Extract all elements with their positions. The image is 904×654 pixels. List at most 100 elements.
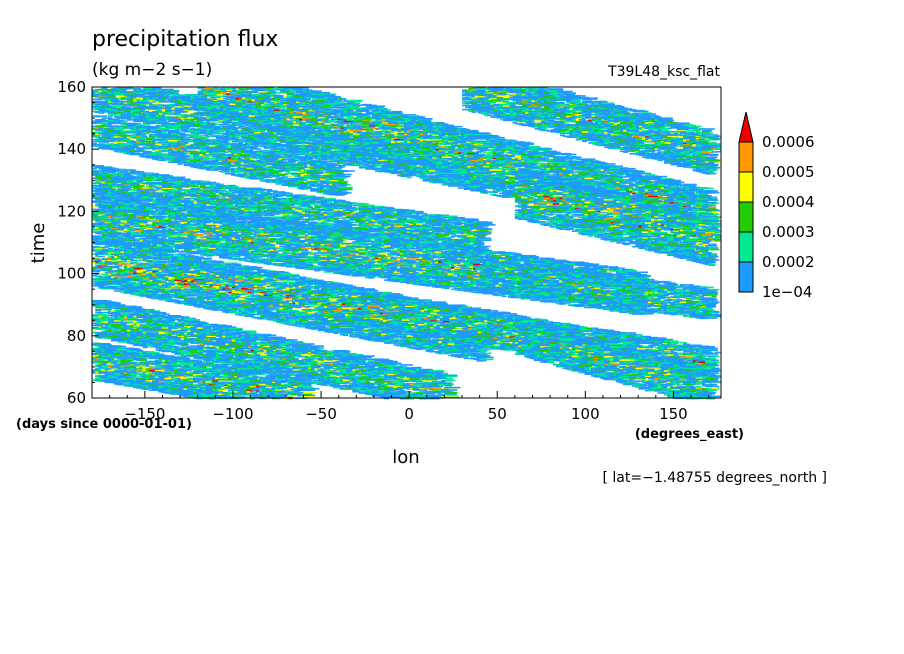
heatmap-cell — [165, 115, 172, 117]
heatmap-cell — [327, 150, 332, 152]
heatmap-cell — [229, 130, 236, 132]
heatmap-cell — [191, 130, 198, 132]
heatmap-cell — [213, 127, 220, 129]
run-label: T39L48_ksc_flat — [607, 64, 720, 80]
heatmap-cell — [207, 123, 216, 125]
heatmap-cell — [490, 174, 495, 176]
heatmap-cell — [92, 99, 102, 101]
heatmap-cell — [467, 175, 472, 177]
heatmap-cell — [181, 127, 189, 129]
heatmap-cell — [124, 93, 130, 95]
heatmap-cell — [388, 128, 399, 130]
heatmap-cell — [264, 143, 272, 145]
heatmap-cell — [379, 108, 385, 110]
heatmap-cell — [391, 125, 404, 127]
heatmap-cell — [213, 129, 220, 131]
heatmap-cell — [213, 131, 224, 133]
heatmap-cell — [490, 183, 495, 185]
heatmap-cell — [365, 167, 372, 169]
heatmap-cell — [242, 118, 247, 120]
heatmap-cell — [451, 126, 462, 128]
heatmap-cell — [271, 91, 276, 93]
heatmap-cell — [111, 114, 116, 116]
heatmap-cell — [274, 95, 284, 97]
heatmap-cell — [490, 171, 495, 173]
heatmap-cell — [251, 141, 258, 143]
heatmap-cell — [124, 107, 131, 109]
heatmap-cell — [375, 164, 381, 166]
heatmap-cell — [214, 89, 220, 91]
heatmap-cell — [315, 92, 330, 94]
heatmap-cell — [385, 109, 391, 111]
chart-title: precipitation flux — [92, 27, 278, 52]
heatmap-cell — [238, 126, 245, 128]
heatmap-cell — [238, 142, 243, 144]
heatmap-cell — [242, 121, 249, 123]
heatmap-cell — [420, 118, 433, 120]
heatmap-cell — [149, 117, 156, 119]
heatmap-cell — [365, 158, 376, 160]
heatmap-cell — [502, 168, 510, 170]
heatmap-cell — [152, 103, 158, 105]
heatmap-cell — [394, 154, 407, 156]
heatmap-cell — [521, 143, 527, 145]
heatmap-cell — [302, 151, 309, 153]
heatmap-cell — [429, 165, 436, 167]
heatmap-cell — [477, 184, 484, 186]
heatmap-cell — [137, 88, 142, 90]
heatmap-cell — [509, 167, 514, 169]
heatmap-cell — [432, 181, 439, 183]
heatmap-cell — [480, 133, 487, 135]
heatmap-cell — [451, 166, 456, 168]
heatmap-cell — [255, 123, 261, 125]
heatmap-cell — [454, 183, 460, 185]
heatmap-cell — [325, 123, 331, 125]
heatmap-cell — [426, 141, 432, 143]
heatmap-cell — [108, 115, 113, 117]
heatmap-cell — [172, 115, 177, 117]
heatmap-cell — [528, 146, 539, 148]
heatmap-cell — [325, 109, 331, 111]
heatmap-cell — [486, 160, 491, 162]
heatmap-cell — [325, 94, 335, 96]
heatmap-cell — [502, 188, 507, 190]
heatmap-cell — [257, 131, 265, 133]
heatmap-cell — [423, 121, 431, 123]
heatmap-cell — [207, 94, 214, 96]
heatmap-cell — [178, 111, 188, 113]
heatmap-cell — [121, 90, 127, 92]
heatmap-cell — [429, 170, 436, 172]
heatmap-cell — [496, 137, 505, 139]
heatmap-cell — [318, 101, 324, 103]
heatmap-cell — [413, 116, 425, 118]
heatmap-cell — [467, 130, 478, 132]
heatmap-cell — [152, 111, 157, 113]
heatmap-cell — [366, 129, 374, 131]
heatmap-cell — [340, 98, 346, 100]
heatmap-cell — [337, 152, 347, 154]
heatmap-cell — [292, 144, 297, 146]
heatmap-cell — [321, 155, 327, 157]
chart-units: (kg m−2 s−1) — [92, 60, 212, 80]
heatmap-cell — [276, 147, 281, 149]
heatmap-cell — [162, 113, 168, 115]
heatmap-cell — [217, 94, 223, 96]
heatmap-cell — [369, 165, 376, 167]
heatmap-cell — [455, 159, 461, 161]
heatmap-cell — [483, 145, 490, 147]
heatmap-cell — [299, 140, 305, 142]
heatmap-cell — [331, 96, 341, 98]
heatmap-cell — [315, 146, 320, 148]
heatmap-cell — [350, 101, 361, 103]
heatmap-cell — [172, 92, 179, 94]
heatmap-cell — [143, 102, 149, 104]
heatmap-cell — [407, 115, 419, 117]
heatmap-cell — [353, 102, 360, 104]
heatmap-cell — [111, 98, 118, 100]
heatmap-cell — [493, 169, 500, 171]
heatmap-cell — [270, 141, 277, 143]
heatmap-cell — [344, 137, 349, 139]
heatmap-cell — [274, 109, 280, 111]
heatmap-cell — [480, 154, 485, 156]
